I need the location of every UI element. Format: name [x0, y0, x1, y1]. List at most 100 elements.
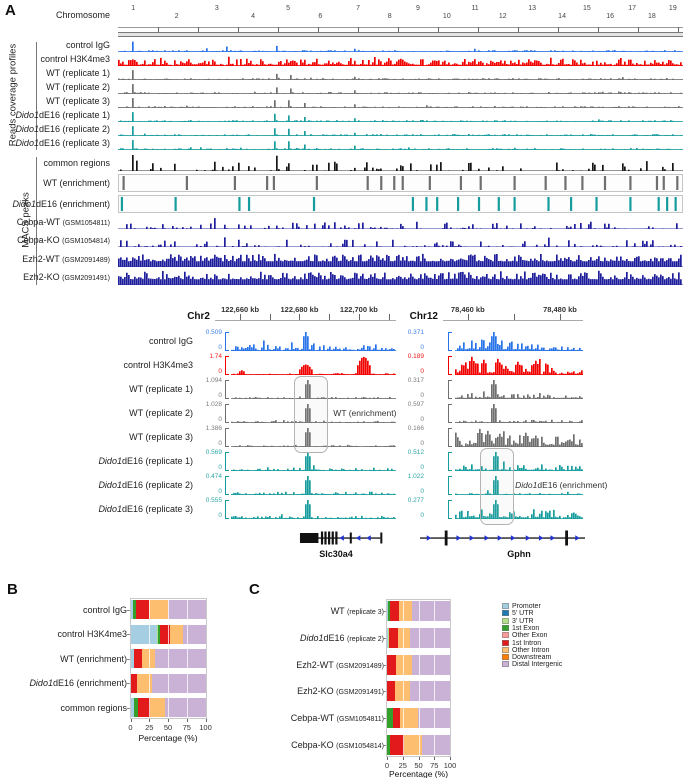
coverage-signal — [118, 126, 683, 136]
ruler-tick — [678, 27, 679, 32]
scale-zero-label: 0 — [420, 392, 424, 399]
legend-swatch — [502, 632, 509, 639]
scale-max-label: 0.474 — [205, 473, 222, 480]
bar-segment — [389, 601, 399, 621]
coverage-track-label: WT (replicate 2) — [0, 82, 110, 92]
label-part: WT (replicate 3) — [46, 96, 110, 106]
label-part: Ezh2-WT — [296, 659, 337, 670]
macs-signal — [118, 270, 683, 285]
label-part: dE16 (replicate 2) — [38, 124, 110, 134]
legend-label: Distal Intergenic — [512, 661, 563, 669]
coverage-signal — [118, 41, 683, 52]
label-part: common regions — [60, 702, 127, 713]
legend-swatch — [502, 639, 509, 646]
macs-track-label: Cebpa-WT (GSM1054811) — [0, 217, 110, 228]
bar-segment — [130, 673, 137, 693]
bar-segment — [133, 649, 142, 668]
label-part: WT (replicate 2) — [129, 408, 193, 418]
label-part: WT (replicate 2) — [46, 82, 110, 92]
macs-signal — [118, 253, 683, 267]
browser-track-label: control H3K4me3 — [40, 360, 193, 370]
bar-segment — [148, 600, 168, 619]
x-axis-tick-label: 25 — [145, 723, 154, 732]
row-axis-tick — [383, 718, 386, 720]
enrichment-peaks-box — [118, 195, 683, 213]
bar-segment — [388, 627, 398, 648]
browser-ruler-tick — [329, 314, 331, 320]
label-part: Ezh2-KO — [23, 272, 63, 282]
row-axis-tick — [383, 611, 386, 612]
label-part: common regions — [43, 157, 110, 168]
scale-bracket — [448, 452, 452, 471]
coverage-track-label: WT (replicate 3) — [0, 96, 110, 106]
label-part: (GSM2091491) — [336, 689, 384, 697]
x-axis-tick — [387, 757, 388, 760]
legend-label: 5' UTR — [512, 610, 534, 618]
coordinate-label: 78,460 kb — [450, 305, 485, 314]
browser-track-signal — [455, 356, 583, 375]
row-axis-tick — [126, 634, 130, 635]
browser-ruler-line — [443, 320, 583, 321]
label-part: Dido1 — [15, 138, 39, 148]
label-part: WT (enrichment) — [333, 408, 397, 418]
chromosome-number: 17 — [628, 5, 637, 12]
label-part: Dido1 — [15, 110, 39, 120]
row-axis-tick — [383, 745, 386, 746]
bar-segment — [130, 698, 135, 717]
legend-label: 1st Exon — [512, 624, 540, 632]
macs-track-label: common regions — [0, 158, 110, 168]
bar-segment — [154, 649, 206, 668]
browser-ruler-tick — [513, 314, 515, 320]
ruler-tick — [278, 27, 279, 32]
scale-zero-label: 0 — [420, 344, 424, 351]
label-part: Dido1 — [29, 678, 53, 688]
label-part: WT (replicate 1) — [46, 68, 110, 78]
label-part: (GSM1054811) — [62, 220, 110, 227]
chart-row-label: Cebpa-WT (GSM1054811) — [255, 713, 384, 724]
browser-ruler-tick — [467, 314, 469, 320]
bar-segment — [404, 735, 422, 755]
ruler-tick — [478, 27, 479, 32]
scale-max-label: 0.509 — [205, 329, 222, 336]
browser-track-signal — [231, 404, 396, 423]
bar-segment — [388, 601, 390, 621]
label-part: Dido1 — [515, 480, 538, 490]
label-part: Cebpa-KO — [17, 235, 63, 245]
scale-zero-label: 0 — [218, 512, 222, 519]
browser-ruler-tick — [388, 314, 390, 320]
bar-segment — [130, 600, 134, 619]
bar-segment — [135, 600, 149, 619]
x-axis-tick — [402, 757, 404, 760]
x-axis-tick — [418, 757, 420, 760]
row-axis-tick — [126, 658, 130, 660]
chromosome-ideogram — [118, 32, 683, 37]
ruler-tick — [318, 27, 319, 32]
legend-swatch — [502, 646, 509, 653]
legend-swatch — [502, 617, 509, 624]
coverage-track-label: Dido1dE16 (replicate 3) — [0, 138, 110, 148]
x-axis-tick — [130, 719, 132, 722]
bar-segment — [400, 708, 418, 729]
label-part: dE16 (replicate 3) — [121, 504, 193, 514]
scale-bracket — [225, 476, 229, 495]
x-axis-tick-label: 75 — [430, 761, 439, 770]
bar-segment — [410, 627, 450, 648]
stacked-bar — [130, 698, 206, 717]
panel-c-label: C — [249, 581, 260, 598]
coverage-signal — [118, 70, 683, 80]
chart-row-label: control H3K4me3 — [10, 629, 127, 639]
bar-segment — [159, 624, 170, 644]
scale-max-label: 0.166 — [407, 425, 424, 432]
chart-gridline — [434, 600, 436, 756]
stacked-bar — [130, 649, 206, 668]
coverage-signal — [118, 140, 683, 150]
scale-bracket — [225, 428, 229, 447]
label-part: (replicate 2) — [347, 635, 384, 643]
scale-max-label: 1.028 — [205, 401, 222, 408]
scale-max-label: 0.317 — [407, 377, 424, 384]
scale-max-label: 0.569 — [205, 449, 222, 456]
chromosome-number: 16 — [606, 13, 614, 20]
browser-track-signal — [231, 332, 396, 351]
label-part: control H3K4me3 — [40, 54, 110, 64]
bar-segment — [387, 627, 389, 648]
